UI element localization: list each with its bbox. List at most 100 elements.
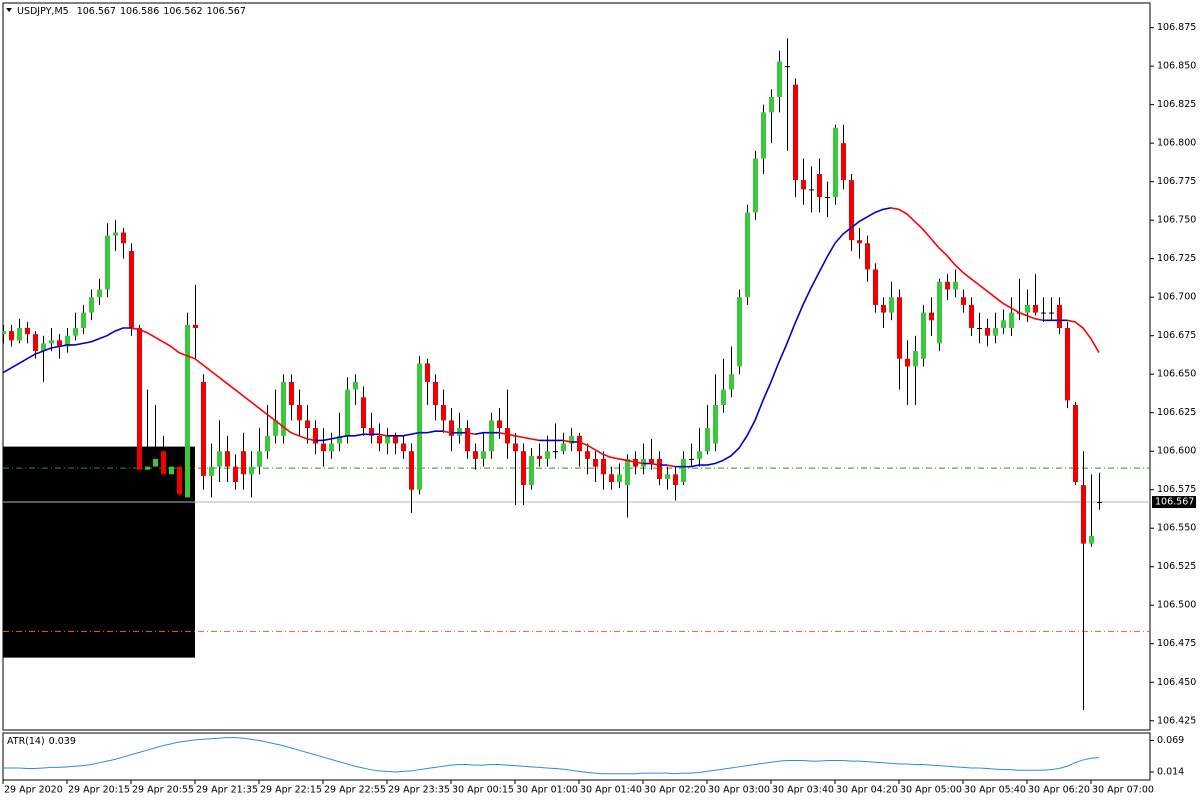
candle-body xyxy=(929,312,934,321)
candle-body xyxy=(601,458,606,475)
moving-average xyxy=(378,433,388,437)
candle-body xyxy=(497,420,502,429)
candle-body xyxy=(913,351,918,367)
candle-body xyxy=(57,340,62,347)
indicator-value: 0.039 xyxy=(49,736,76,747)
candle-body xyxy=(889,297,894,313)
candle-body xyxy=(401,443,406,452)
candle-body xyxy=(473,451,478,459)
candle-body xyxy=(977,327,982,329)
candle-body xyxy=(25,327,30,335)
candle-body xyxy=(993,327,998,336)
candle-body xyxy=(825,197,830,199)
x-tick-label: 29 Apr 21:35 xyxy=(196,785,258,796)
sub-plot xyxy=(3,737,1100,775)
y-tick-label: 106.850 xyxy=(1157,61,1196,72)
candle-body xyxy=(361,397,366,429)
y-tick-label: 106.675 xyxy=(1157,330,1196,341)
candle-body xyxy=(649,458,654,464)
price-tag-label: 106.567 xyxy=(1155,497,1194,508)
candle-body xyxy=(785,66,790,68)
y-tick-label: 106.725 xyxy=(1157,253,1196,264)
candle-body xyxy=(385,435,390,444)
candle-body xyxy=(801,180,806,190)
candle-body xyxy=(289,381,294,406)
high-value: 106.586 xyxy=(120,6,159,17)
candle-body xyxy=(1097,502,1102,504)
candle-body xyxy=(249,466,254,475)
x-tick-label: 30 Apr 01:40 xyxy=(580,785,642,796)
price-tag xyxy=(1152,496,1196,509)
candle-body xyxy=(1089,535,1094,544)
candle-body xyxy=(1057,304,1062,328)
candle-body xyxy=(145,466,150,470)
x-tick-label: 30 Apr 07:00 xyxy=(1092,785,1154,796)
candle-body xyxy=(81,312,86,328)
moving-average xyxy=(890,207,1044,322)
moving-average xyxy=(466,431,476,436)
candle-body xyxy=(345,389,350,436)
moving-average xyxy=(578,441,644,465)
menu-triangle xyxy=(6,8,12,12)
candle-body xyxy=(729,374,734,390)
candle-body xyxy=(985,327,990,336)
y-tick-label: 106.625 xyxy=(1157,407,1196,418)
x-tick-label: 30 Apr 02:20 xyxy=(644,785,706,796)
candle-body xyxy=(873,269,878,305)
candle-body xyxy=(705,428,710,452)
candle-body xyxy=(897,297,902,359)
candle-body xyxy=(201,381,206,476)
candle-body xyxy=(137,327,142,470)
candle-body xyxy=(577,435,582,452)
x-tick-label: 29 Apr 20:15 xyxy=(68,785,130,796)
candle-body xyxy=(745,212,750,298)
candle-body xyxy=(833,127,838,198)
candle-body xyxy=(617,474,622,483)
candle-body xyxy=(1049,312,1054,314)
candle-body xyxy=(465,428,470,452)
indicator-label: ATR(14) xyxy=(7,736,45,747)
plot xyxy=(3,38,1150,710)
candle-body xyxy=(945,281,950,290)
candle-body xyxy=(161,451,166,475)
candle-body xyxy=(409,451,414,490)
candle-body xyxy=(569,435,574,444)
x-tick-label: 30 Apr 01:00 xyxy=(516,785,578,796)
candle-body xyxy=(337,435,342,444)
candle-body xyxy=(321,443,326,452)
candle-body xyxy=(441,405,446,421)
y-tick-label: 106.700 xyxy=(1157,292,1196,303)
candle-body xyxy=(129,250,134,328)
moving-average xyxy=(562,439,572,443)
moving-average xyxy=(130,327,316,442)
candle-body xyxy=(793,84,798,181)
candle-body xyxy=(817,173,822,198)
low-value: 106.562 xyxy=(163,6,202,17)
candle-body xyxy=(193,324,198,328)
candle-body xyxy=(753,158,758,213)
candle-body xyxy=(865,243,870,270)
candle-body xyxy=(265,435,270,452)
candle-body xyxy=(377,435,382,444)
zone-box xyxy=(3,446,195,658)
moving-average xyxy=(474,431,499,436)
open-value: 106.567 xyxy=(77,6,116,17)
candle-body xyxy=(65,335,70,347)
candle-body xyxy=(9,331,14,341)
candle-body xyxy=(689,458,694,460)
candle-body xyxy=(417,363,422,490)
x-tick-label: 30 Apr 03:00 xyxy=(708,785,770,796)
sub-frame xyxy=(2,732,1151,781)
candle-body xyxy=(881,304,886,313)
candle-body xyxy=(33,334,38,352)
candle-body xyxy=(97,289,102,298)
x-tick-label: 29 Apr 23:35 xyxy=(388,785,450,796)
moving-average xyxy=(650,462,660,466)
candle-body xyxy=(449,420,454,436)
candle-body xyxy=(1009,312,1014,328)
candle-body xyxy=(1025,304,1030,313)
candle-body xyxy=(297,405,302,421)
y-tick-label: 106.600 xyxy=(1157,446,1196,457)
candle-body xyxy=(521,451,526,486)
